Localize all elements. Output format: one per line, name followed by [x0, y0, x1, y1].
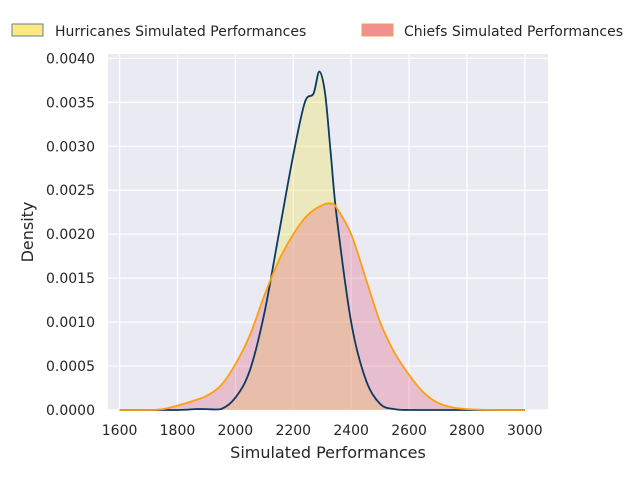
legend-label-chiefs: Chiefs Simulated Performances — [404, 24, 623, 40]
x-tick-labels: 1600 1800 2000 2200 2400 2600 2800 3000 — [102, 423, 543, 439]
x-tick-label: 3000 — [507, 423, 543, 439]
y-tick-labels: 0.0000 0.0005 0.0010 0.0015 0.0020 0.0025 0.00… — [46, 51, 95, 419]
y-tick-label: 0.0000 — [46, 403, 95, 419]
series-layer — [119, 70, 525, 411]
y-tick-label: 0.0030 — [46, 139, 95, 155]
density-line-hurricanes — [119, 70, 525, 411]
legend-label-hurricanes: Hurricanes Simulated Performances — [55, 24, 306, 40]
y-tick-label: 0.0020 — [46, 227, 95, 243]
y-tick-label: 0.0035 — [46, 95, 95, 111]
x-axis-title: Simulated Performances — [230, 443, 426, 462]
y-tick-label: 0.0040 — [46, 51, 95, 67]
density-line-chiefs — [119, 202, 525, 411]
x-tick-label: 2400 — [333, 423, 369, 439]
x-tick-label: 1600 — [102, 423, 138, 439]
density-area-chiefs — [119, 203, 525, 410]
x-tick-label: 2200 — [275, 423, 311, 439]
y-tick-label: 0.0010 — [46, 315, 95, 331]
density-area-hurricanes — [119, 71, 525, 410]
x-tick-label: 1800 — [160, 423, 196, 439]
x-tick-label: 2600 — [391, 423, 427, 439]
y-tick-label: 0.0005 — [46, 359, 95, 375]
x-tick-label: 2800 — [449, 423, 485, 439]
legend-swatch-chiefs — [361, 23, 394, 37]
legend-swatch-hurricanes — [11, 23, 44, 37]
y-axis-title: Density — [18, 202, 37, 263]
y-tick-label: 0.0025 — [46, 183, 95, 199]
x-tick-label: 2000 — [218, 423, 254, 439]
y-tick-label: 0.0015 — [46, 271, 95, 287]
legend: Hurricanes Simulated Performances Chiefs… — [11, 23, 623, 40]
